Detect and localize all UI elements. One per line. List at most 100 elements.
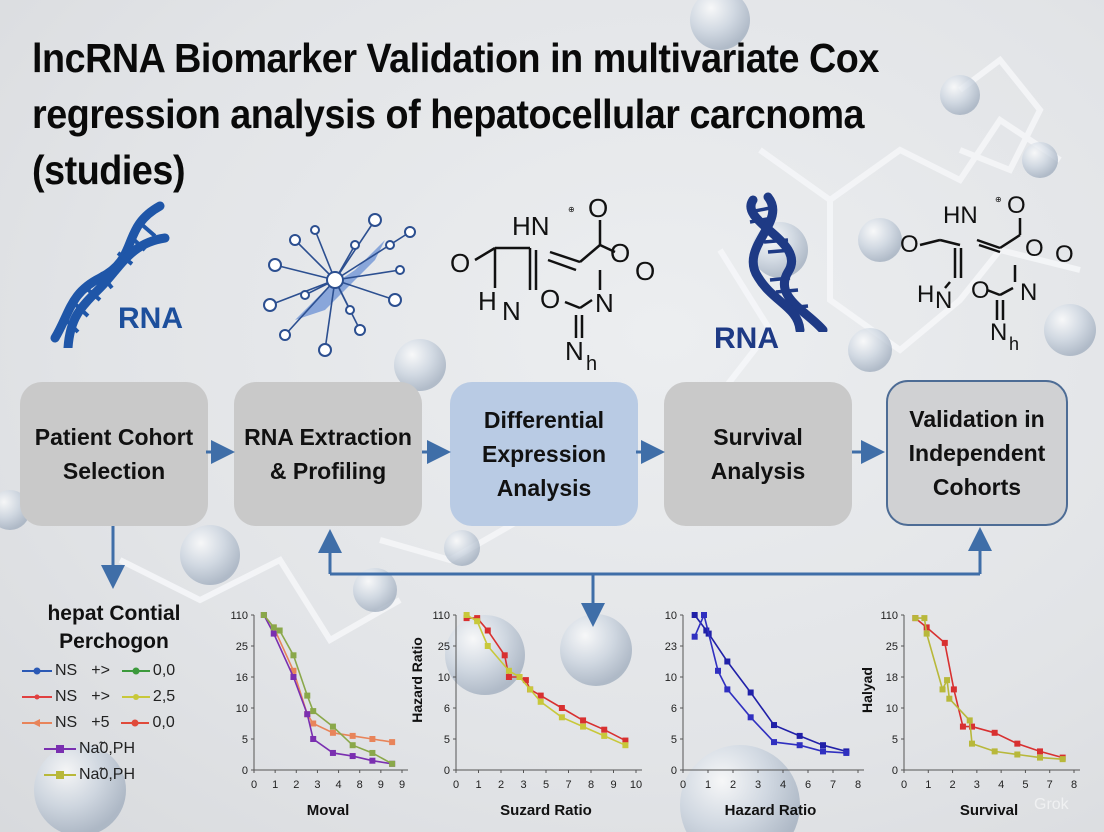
svg-text:7: 7 bbox=[1047, 779, 1053, 791]
svg-text:9: 9 bbox=[399, 779, 405, 791]
svg-text:Hazard Ratio: Hazard Ratio bbox=[410, 637, 425, 723]
svg-text:N: N bbox=[595, 288, 614, 318]
svg-text:1: 1 bbox=[475, 779, 481, 791]
legend-line-icon bbox=[22, 694, 52, 700]
svg-text:O: O bbox=[540, 284, 560, 314]
svg-text:Suzard Ratio: Suzard Ratio bbox=[500, 802, 592, 819]
svg-text:N: N bbox=[1020, 279, 1037, 306]
dna-helix-icon bbox=[50, 201, 170, 348]
svg-text:5: 5 bbox=[543, 779, 549, 791]
svg-text:110: 110 bbox=[230, 610, 248, 622]
svg-text:3: 3 bbox=[520, 779, 526, 791]
svg-text:⊕: ⊕ bbox=[568, 205, 575, 214]
svg-text:2: 2 bbox=[293, 779, 299, 791]
svg-text:8: 8 bbox=[357, 779, 363, 791]
svg-text:10: 10 bbox=[665, 610, 677, 622]
svg-text:25: 25 bbox=[438, 641, 450, 653]
svg-text:N: N bbox=[990, 319, 1007, 346]
line-chart-moval: 0 5 10 16 25 110 0 1 2 3 4 8 9 9 Moval bbox=[230, 610, 408, 819]
line-chart-suzard-ratio: 0 5 6 10 25 110 0 1 2 3 5 7 8 9 10 Suzard Ratio Hazard R… bbox=[410, 610, 642, 819]
svg-text:1: 1 bbox=[925, 779, 931, 791]
svg-text:23: 23 bbox=[665, 641, 677, 653]
step-validation-independent-cohorts[interactable]: Validation in Independent Cohorts bbox=[886, 380, 1068, 526]
watermark: Grok bbox=[1034, 796, 1069, 813]
svg-text:4: 4 bbox=[336, 779, 342, 791]
page-title: lncRNA Biomarker Validation in multivari… bbox=[32, 30, 1007, 198]
svg-text:O: O bbox=[1007, 192, 1026, 219]
step-rna-extraction-profiling[interactable]: RNA Extraction & Profiling bbox=[234, 382, 422, 526]
svg-text:0: 0 bbox=[453, 779, 459, 791]
svg-text:9: 9 bbox=[378, 779, 384, 791]
svg-text:O: O bbox=[1025, 235, 1044, 262]
legend-line-icon bbox=[121, 667, 150, 675]
svg-text:0: 0 bbox=[242, 765, 248, 777]
svg-text:6: 6 bbox=[671, 703, 677, 715]
svg-text:O: O bbox=[588, 193, 608, 223]
svg-text:3: 3 bbox=[974, 779, 980, 791]
svg-text:6: 6 bbox=[444, 703, 450, 715]
title-line-3: (studies) bbox=[32, 147, 186, 193]
svg-text:4: 4 bbox=[998, 779, 1004, 791]
svg-text:25: 25 bbox=[236, 641, 248, 653]
svg-text:10: 10 bbox=[886, 703, 898, 715]
svg-text:0: 0 bbox=[671, 765, 677, 777]
svg-text:0: 0 bbox=[892, 765, 898, 777]
svg-text:HN: HN bbox=[943, 202, 978, 229]
svg-text:2: 2 bbox=[498, 779, 504, 791]
svg-text:O: O bbox=[610, 238, 630, 268]
legend-line-icon bbox=[22, 667, 52, 675]
svg-text:1: 1 bbox=[705, 779, 711, 791]
svg-text:9: 9 bbox=[610, 779, 616, 791]
molecular-network-icon bbox=[263, 213, 416, 357]
legend-item: NS +> 0,0 bbox=[22, 662, 175, 680]
chart-legend: hepat Contial Perchogon bbox=[14, 600, 214, 656]
dna-helix-icon bbox=[746, 192, 828, 332]
svg-text:25: 25 bbox=[886, 641, 898, 653]
step-differential-expression-analysis[interactable]: Differential Expression Analysis bbox=[450, 382, 638, 526]
step-survival-analysis[interactable]: Survival Analysis bbox=[664, 382, 852, 526]
svg-text:0: 0 bbox=[680, 779, 686, 791]
legend-line-icon bbox=[22, 719, 52, 727]
legend-item: Nа̃0,PH bbox=[44, 766, 135, 784]
step-patient-cohort-selection[interactable]: Patient Cohort Selection bbox=[20, 382, 208, 526]
svg-text:2: 2 bbox=[730, 779, 736, 791]
svg-text:8: 8 bbox=[855, 779, 861, 791]
svg-text:110: 110 bbox=[432, 610, 450, 622]
svg-text:HN: HN bbox=[512, 211, 550, 241]
svg-text:O: O bbox=[450, 248, 470, 278]
svg-text:h: h bbox=[1009, 334, 1019, 354]
rna-label: RNA bbox=[714, 322, 779, 355]
legend-item: Nа̃0,PH bbox=[44, 740, 135, 758]
svg-text:Survival: Survival bbox=[960, 802, 1018, 819]
svg-text:N: N bbox=[565, 336, 584, 366]
legend-line-icon bbox=[44, 745, 76, 753]
title-line-2: regression analysis of hepatocellular ca… bbox=[32, 91, 865, 137]
svg-text:Moval: Moval bbox=[307, 802, 350, 819]
rna-label: RNA bbox=[118, 302, 183, 335]
svg-text:10: 10 bbox=[665, 672, 677, 684]
svg-text:O: O bbox=[971, 277, 990, 304]
svg-text:5: 5 bbox=[892, 734, 898, 746]
svg-text:5: 5 bbox=[671, 734, 677, 746]
svg-text:1: 1 bbox=[272, 779, 278, 791]
svg-text:H: H bbox=[917, 281, 934, 308]
svg-text:10: 10 bbox=[236, 703, 248, 715]
legend-line-icon bbox=[121, 719, 150, 727]
svg-text:3: 3 bbox=[755, 779, 761, 791]
svg-text:16: 16 bbox=[236, 672, 248, 684]
legend-line-icon bbox=[121, 694, 150, 700]
svg-text:0: 0 bbox=[901, 779, 907, 791]
svg-text:10: 10 bbox=[438, 672, 450, 684]
svg-text:4: 4 bbox=[780, 779, 786, 791]
svg-text:Halyad: Halyad bbox=[860, 667, 875, 713]
svg-text:O: O bbox=[900, 231, 919, 258]
legend-item: NS +> 2,5 bbox=[22, 688, 175, 706]
svg-text:5: 5 bbox=[1022, 779, 1028, 791]
svg-text:h: h bbox=[586, 353, 597, 375]
svg-text:O: O bbox=[1055, 241, 1074, 268]
svg-text:H: H bbox=[478, 286, 497, 316]
svg-text:8: 8 bbox=[588, 779, 594, 791]
